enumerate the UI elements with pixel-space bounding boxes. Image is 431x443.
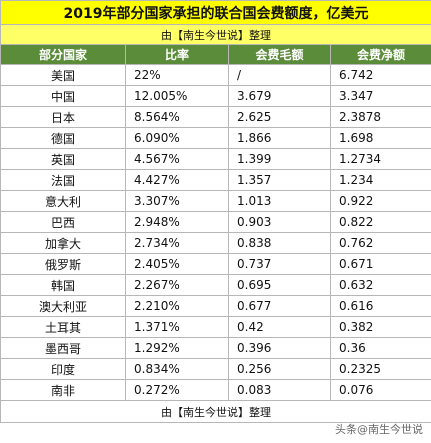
title-row: 2019年部分国家承担的联合国会费额度，亿美元: [0, 0, 431, 25]
data-row: 印度 0.834% 0.256 0.2325: [0, 358, 431, 380]
value-cell: 2.405%: [125, 253, 229, 275]
value-cell: 4.427%: [125, 169, 229, 191]
value-cell: 2.267%: [125, 274, 229, 296]
footer-row: 由【南生今世说】整理: [0, 400, 431, 423]
country-cell: 韩国: [0, 274, 126, 296]
value-cell: 0.076: [329, 379, 431, 401]
country-cell: 印度: [0, 358, 126, 380]
data-row: 中国 12.005% 3.679 3.347: [0, 85, 431, 107]
data-row: 美国 22%/6.742: [0, 64, 431, 86]
value-cell: 1.2734: [329, 148, 431, 170]
column-header: 会费净额: [329, 44, 431, 65]
country-cell: 土耳其: [0, 316, 126, 338]
country-cell: 俄罗斯: [0, 253, 126, 275]
country-cell: 加拿大: [0, 232, 126, 254]
data-row: 英国 4.567% 1.399 1.2734: [0, 148, 431, 170]
value-cell: /: [228, 64, 331, 86]
value-cell: 0.695: [228, 274, 331, 296]
country-cell: 澳大利亚: [0, 295, 126, 317]
country-cell: 南非: [0, 379, 126, 401]
value-cell: 1.234: [329, 169, 431, 191]
value-cell: 0.382: [329, 316, 431, 338]
value-cell: 12.005%: [125, 85, 229, 107]
country-cell: 巴西: [0, 211, 126, 233]
watermark: 头条@南生今世说: [335, 423, 423, 436]
value-cell: 4.567%: [125, 148, 229, 170]
value-cell: 0.834%: [125, 358, 229, 380]
value-cell: 0.272%: [125, 379, 229, 401]
data-row: 墨西哥 1.292% 0.396 0.36: [0, 337, 431, 359]
value-cell: 6.742: [329, 64, 431, 86]
value-cell: 0.632: [329, 274, 431, 296]
value-cell: 0.083: [228, 379, 331, 401]
value-cell: 0.42: [228, 316, 331, 338]
column-header: 会费毛额: [228, 44, 331, 65]
country-cell: 日本: [0, 106, 126, 128]
value-cell: 0.677: [228, 295, 331, 317]
value-cell: 1.866: [228, 127, 331, 149]
value-cell: 0.671: [329, 253, 431, 275]
value-cell: 1.698: [329, 127, 431, 149]
value-cell: 3.307%: [125, 190, 229, 212]
data-row: 南非 0.272% 0.083 0.076: [0, 379, 431, 401]
data-row: 意大利 3.307% 1.013 0.922: [0, 190, 431, 212]
subtitle-row: 由【南生今世说】整理: [0, 24, 431, 45]
value-cell: 0.737: [228, 253, 331, 275]
value-cell: 0.616: [329, 295, 431, 317]
value-cell: 1.292%: [125, 337, 229, 359]
country-cell: 法国: [0, 169, 126, 191]
value-cell: 3.347: [329, 85, 431, 107]
title: 2019年部分国家承担的联合国会费额度，亿美元: [0, 0, 431, 25]
value-cell: 6.090%: [125, 127, 229, 149]
value-cell: 0.256: [228, 358, 331, 380]
column-header: 部分国家: [0, 44, 126, 65]
header-row: 部分国家 比率 会费毛额 会费净额: [0, 44, 431, 65]
country-cell: 墨西哥: [0, 337, 126, 359]
value-cell: 0.903: [228, 211, 331, 233]
data-row: 土耳其 1.371% 0.42 0.382: [0, 316, 431, 338]
data-row: 韩国 2.267% 0.695 0.632: [0, 274, 431, 296]
value-cell: 1.371%: [125, 316, 229, 338]
data-row: 德国 6.090% 1.866 1.698: [0, 127, 431, 149]
country-cell: 德国: [0, 127, 126, 149]
footer-note: 由【南生今世说】整理: [0, 400, 431, 423]
value-cell: 3.679: [228, 85, 331, 107]
value-cell: 0.2325: [329, 358, 431, 380]
value-cell: 8.564%: [125, 106, 229, 128]
fee-table: 2019年部分国家承担的联合国会费额度，亿美元 由【南生今世说】整理 部分国家比…: [0, 0, 431, 423]
value-cell: 0.838: [228, 232, 331, 254]
data-row: 加拿大 2.734% 0.838 0.762: [0, 232, 431, 254]
value-cell: 2.734%: [125, 232, 229, 254]
value-cell: 0.822: [329, 211, 431, 233]
data-row: 俄罗斯 2.405% 0.737 0.671: [0, 253, 431, 275]
value-cell: 0.36: [329, 337, 431, 359]
value-cell: 2.948%: [125, 211, 229, 233]
value-cell: 2.210%: [125, 295, 229, 317]
data-row: 澳大利亚 2.210% 0.677 0.616: [0, 295, 431, 317]
value-cell: 22%: [125, 64, 229, 86]
value-cell: 2.625: [228, 106, 331, 128]
value-cell: 0.922: [329, 190, 431, 212]
column-header: 比率: [125, 44, 229, 65]
country-cell: 英国: [0, 148, 126, 170]
country-cell: 意大利: [0, 190, 126, 212]
data-row: 日本 8.564% 2.625 2.3878: [0, 106, 431, 128]
table-body: 2019年部分国家承担的联合国会费额度，亿美元 由【南生今世说】整理 部分国家比…: [0, 0, 431, 423]
data-row: 法国 4.427% 1.357 1.234: [0, 169, 431, 191]
value-cell: 1.399: [228, 148, 331, 170]
country-cell: 美国: [0, 64, 126, 86]
subtitle: 由【南生今世说】整理: [0, 24, 431, 45]
data-row: 巴西 2.948% 0.903 0.822: [0, 211, 431, 233]
value-cell: 1.357: [228, 169, 331, 191]
value-cell: 2.3878: [329, 106, 431, 128]
country-cell: 中国: [0, 85, 126, 107]
value-cell: 1.013: [228, 190, 331, 212]
value-cell: 0.396: [228, 337, 331, 359]
value-cell: 0.762: [329, 232, 431, 254]
